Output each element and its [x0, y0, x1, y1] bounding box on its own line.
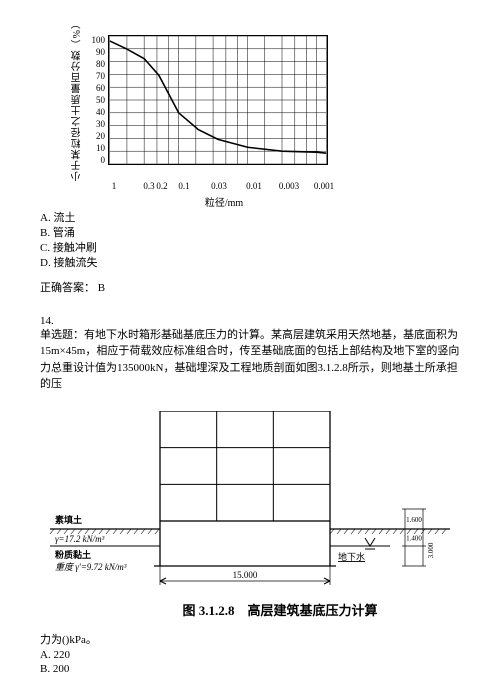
ytick: 10: [87, 143, 105, 153]
option-a: A. 220: [40, 648, 460, 663]
q14-type: 单选题：: [40, 329, 84, 341]
svg-text:1.400: 1.400: [406, 534, 422, 542]
ytick: 60: [87, 83, 105, 93]
ytick: 30: [87, 119, 105, 129]
ytick: 20: [87, 131, 105, 141]
option-b: B. 管涌: [40, 226, 460, 241]
svg-text:15.000: 15.000: [233, 570, 258, 580]
answer-label: 正确答案：: [40, 282, 95, 294]
q14-number: 14.: [40, 315, 460, 327]
option-d: D. 接触流失: [40, 256, 460, 271]
followup-text: 力为()kPa。: [40, 633, 460, 648]
x-ticks: 10.30.20.10.030.010.0030.001: [114, 181, 339, 193]
q13-answer: 正确答案： B: [40, 279, 460, 295]
chart-svg: [108, 35, 328, 165]
svg-text:粉质黏土: 粉质黏土: [55, 549, 91, 560]
svg-text:1.600: 1.600: [406, 516, 422, 524]
svg-text:γ=17.2 kN/m³: γ=17.2 kN/m³: [55, 534, 105, 544]
figure-caption: 图 3.1.2.8 高层建筑基底压力计算: [100, 600, 460, 619]
svg-text:重度 γ'=9.72 kN/m³: 重度 γ'=9.72 kN/m³: [55, 562, 127, 572]
ytick: 70: [87, 71, 105, 81]
y-ticks: 100 90 80 70 60 50 40 30 20 10 0: [87, 35, 105, 165]
svg-text:3.000: 3.000: [427, 542, 435, 558]
option-b: B. 200: [40, 662, 460, 677]
x-axis-label: 粒径/mm: [114, 194, 334, 209]
q14-stem: 单选题：有地下水时箱形基础基底压力的计算。某高层建筑采用天然地基，基底面积为15…: [40, 327, 460, 393]
grain-size-chart: 小于某粒径之土质量百分数（%） 100 90 80 70 60 50 40 30…: [70, 18, 460, 209]
question-14: 14. 单选题：有地下水时箱形基础基底压力的计算。某高层建筑采用天然地基，基底面…: [40, 315, 460, 677]
diagram-svg: 15.000 素填土 γ=17.2 kN/m³ 粉质黏土重度 γ'=9.72 kN/m…: [50, 411, 450, 591]
ytick: 0: [87, 155, 105, 165]
ytick: 50: [87, 95, 105, 105]
ytick: 100: [87, 35, 105, 45]
option-a: A. 流土: [40, 211, 460, 226]
ytick: 90: [87, 47, 105, 57]
y-axis-label: 小于某粒径之土质量百分数（%）: [70, 18, 85, 181]
svg-text:地下水: 地下水: [338, 551, 365, 562]
ytick: 80: [87, 59, 105, 69]
q14-followup: 力为()kPa。 A. 220 B. 200: [40, 633, 460, 677]
svg-text:素填土: 素填土: [55, 514, 82, 525]
foundation-diagram: 15.000 素填土 γ=17.2 kN/m³ 粉质黏土重度 γ'=9.72 kN/m…: [40, 411, 460, 619]
option-c: C. 接触冲刷: [40, 241, 460, 256]
answer-value: B: [98, 282, 105, 294]
q13-options: A. 流土 B. 管涌 C. 接触冲刷 D. 接触流失: [40, 211, 460, 270]
q14-text: 有地下水时箱形基础基底压力的计算。某高层建筑采用天然地基，基底面积为15m×45…: [40, 329, 459, 391]
ytick: 40: [87, 107, 105, 117]
